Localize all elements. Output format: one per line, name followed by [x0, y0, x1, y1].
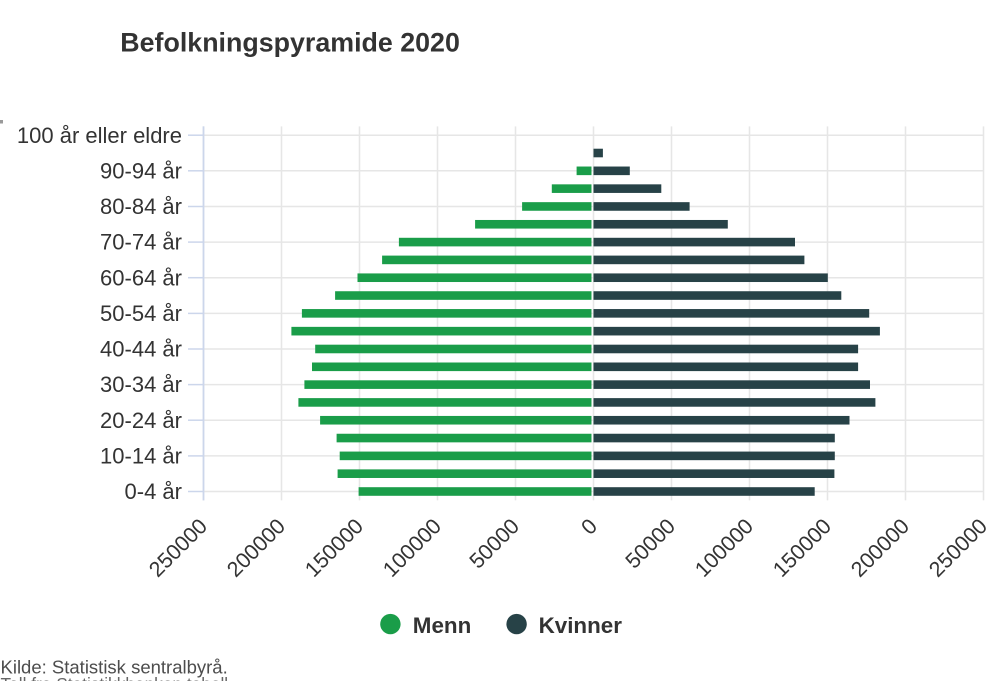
svg-text:60-64 år: 60-64 år	[100, 265, 182, 290]
svg-text:10-14 år: 10-14 år	[100, 444, 182, 469]
svg-text:Kilde: Statistisk sentralbyrå.: Kilde: Statistisk sentralbyrå.	[1, 657, 228, 678]
svg-text:80-84 år: 80-84 år	[100, 194, 182, 219]
svg-text:40-44 år: 40-44 år	[100, 337, 182, 362]
svg-text:20-24 år: 20-24 år	[100, 408, 182, 433]
svg-text:90-94 år: 90-94 år	[100, 158, 182, 183]
svg-text:70-74 år: 70-74 år	[100, 230, 182, 255]
svg-text:30-34 år: 30-34 år	[100, 372, 182, 397]
svg-text:0-4 år: 0-4 år	[125, 479, 182, 504]
svg-text:50-54 år: 50-54 år	[100, 301, 182, 326]
svg-text:Kvinner: Kvinner	[539, 613, 623, 638]
svg-text:100 år eller eldre: 100 år eller eldre	[17, 123, 182, 148]
svg-text:Menn: Menn	[413, 613, 471, 638]
svg-text:Tall fra Statistikkbanken tabe: Tall fra Statistikkbanken tabell	[1, 674, 229, 681]
svg-text:Befolkningspyramide 2020: Befolkningspyramide 2020	[120, 27, 460, 57]
